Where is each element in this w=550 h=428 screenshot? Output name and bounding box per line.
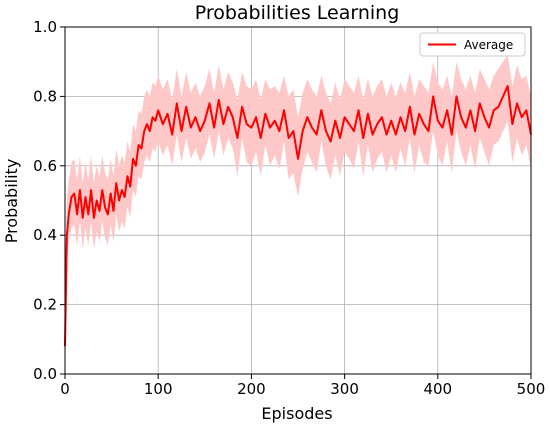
y-tick-label: 0.8 [33,87,57,105]
x-tick-label: 0 [60,380,70,398]
plot-frame [64,26,532,375]
y-tick-label: 0.4 [33,226,57,244]
legend: Average [419,32,526,57]
legend-box [419,32,526,57]
x-tick-label: 500 [517,380,546,398]
y-tick-label: 0.0 [33,365,57,383]
series-layer [64,84,532,347]
y-tick-label: 0.2 [33,296,57,314]
axis-ticks: 0 100 200 300 400 500 0.0 0.2 0.4 0.6 0.8 1.0 [33,18,545,398]
series-line-average [64,84,532,347]
y-axis-label: Probability [2,159,21,244]
x-tick-label: 100 [144,380,173,398]
x-tick-label: 200 [237,380,266,398]
chart-title: Probabilities Learning [195,2,400,24]
legend-label-average: Average [464,38,513,52]
y-tick-label: 0.6 [33,157,57,175]
y-tick-label: 1.0 [33,18,57,36]
x-axis-label: Episodes [261,404,332,423]
x-tick-label: 400 [423,380,452,398]
x-tick-label: 300 [330,380,359,398]
